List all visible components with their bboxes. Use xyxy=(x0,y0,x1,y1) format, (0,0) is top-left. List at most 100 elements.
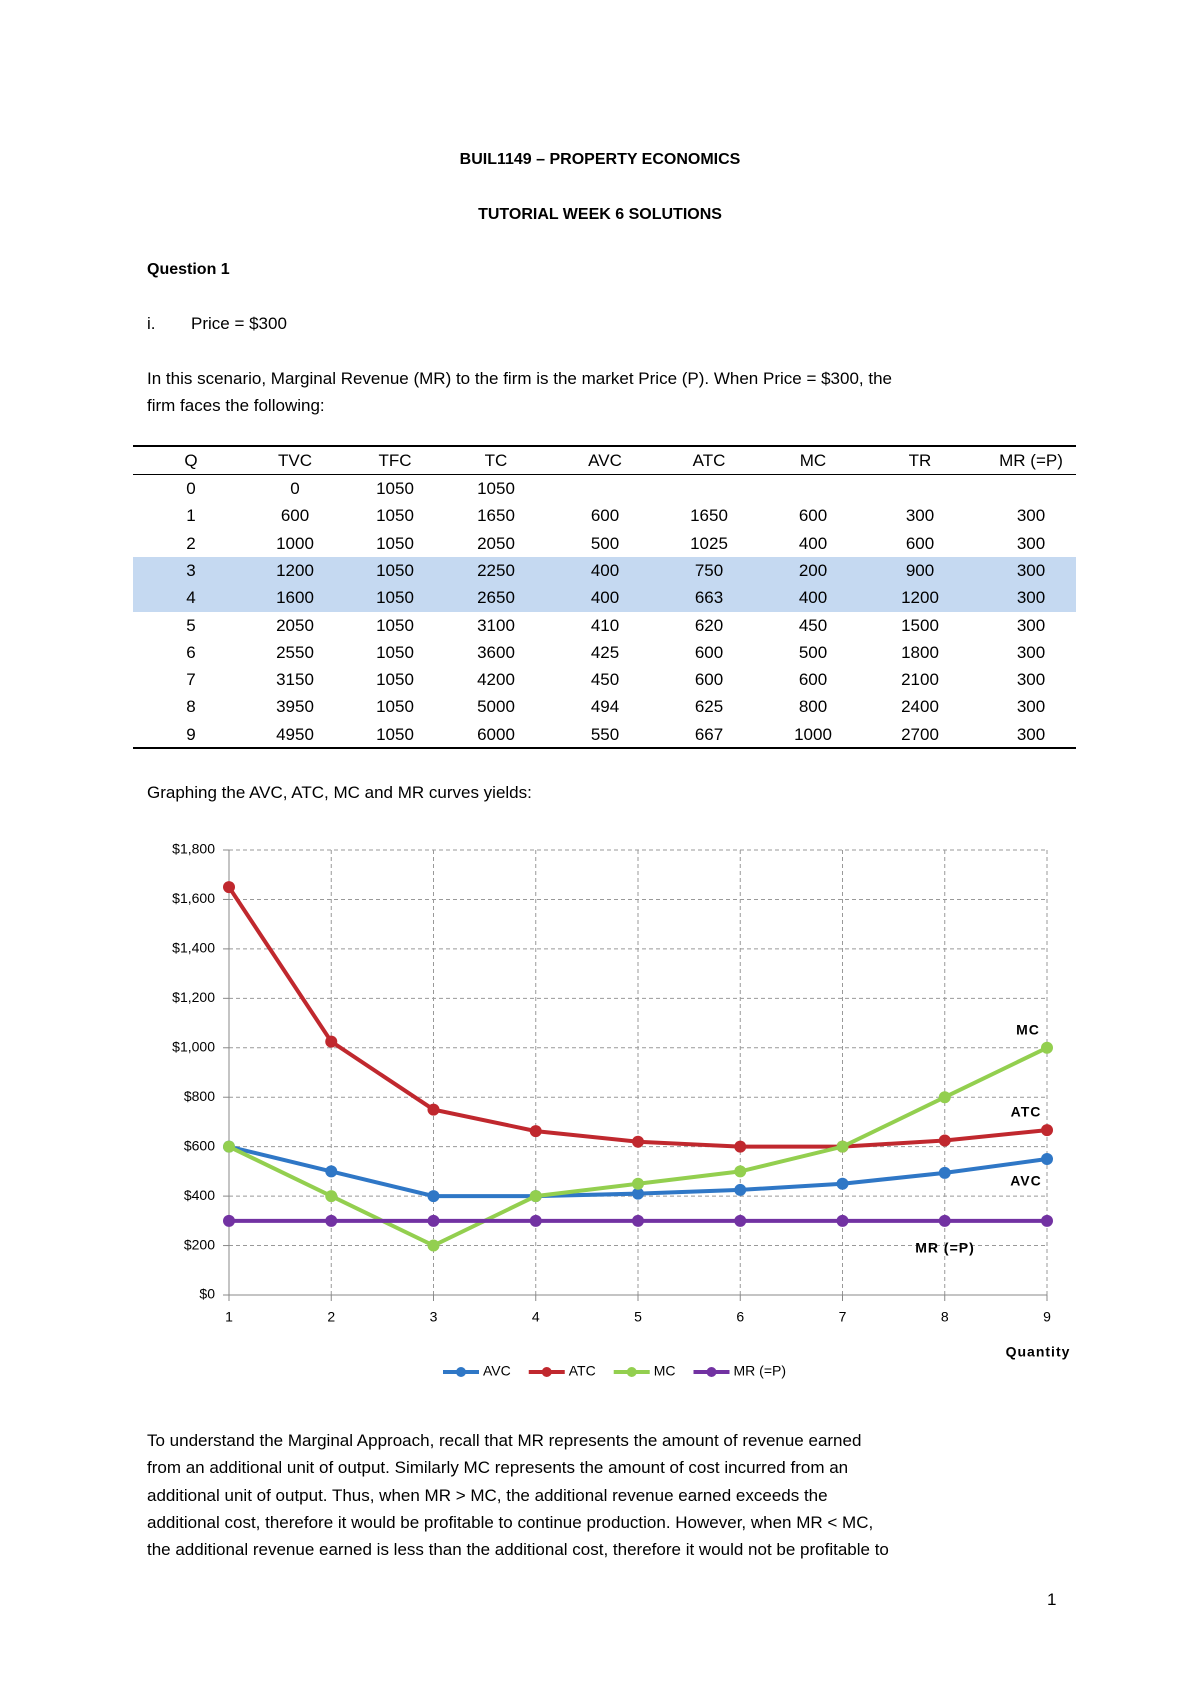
data-point xyxy=(427,1103,440,1116)
table-cell: 2700 xyxy=(901,724,939,744)
table-cell: 2050 xyxy=(276,615,314,635)
data-point xyxy=(529,1190,542,1203)
table-cell: 600 xyxy=(590,506,620,526)
x-tick-label: 6 xyxy=(736,1309,744,1325)
series-line xyxy=(228,1045,1048,1248)
body-line: additional unit of output. Thus, when MR… xyxy=(147,1485,828,1505)
x-tick-label: 4 xyxy=(532,1309,540,1325)
table-cell: 1050 xyxy=(376,615,414,635)
y-tick-label: $0 xyxy=(199,1286,215,1302)
table-cell: 8 xyxy=(186,697,196,717)
body-line: To understand the Marginal Approach, rec… xyxy=(147,1431,862,1450)
table-cell: 620 xyxy=(694,615,724,635)
data-point xyxy=(734,1140,747,1153)
item-text: Price = $300 xyxy=(191,314,287,333)
table-cell: 7 xyxy=(186,670,196,690)
table-cell: 410 xyxy=(590,615,620,635)
table-cell: 5000 xyxy=(477,697,515,717)
table-cell: 1650 xyxy=(477,506,515,526)
x-axis-label: Quantity xyxy=(1006,1344,1071,1360)
data-point xyxy=(632,1135,644,1148)
data-point xyxy=(427,1239,440,1252)
data-point xyxy=(427,1214,440,1227)
table-cell: 600 xyxy=(694,642,724,662)
table-cell: 300 xyxy=(1016,506,1046,526)
data-point xyxy=(529,1125,542,1138)
table-cell: 667 xyxy=(694,724,724,744)
data-point xyxy=(836,1140,849,1153)
legend-marker xyxy=(706,1367,717,1377)
data-point xyxy=(325,1190,338,1203)
graph-intro: Graphing the AVC, ATC, MC and MR curves … xyxy=(147,783,532,802)
legend-marker xyxy=(456,1367,466,1377)
data-point xyxy=(325,1165,338,1178)
table-cell: 0 xyxy=(186,479,196,498)
table-cell: 600 xyxy=(798,670,828,690)
y-tick-label: $1,800 xyxy=(172,841,215,857)
table-cell: 1050 xyxy=(376,588,414,608)
table-cell: 550 xyxy=(590,724,620,744)
table-cell: 1500 xyxy=(901,615,939,635)
data-point xyxy=(734,1165,747,1178)
data-point xyxy=(529,1190,542,1203)
table-cell: 400 xyxy=(798,588,828,608)
legend-label: MC xyxy=(654,1363,676,1379)
x-tick-label: 3 xyxy=(430,1309,438,1325)
legend-label: ATC xyxy=(569,1363,596,1379)
table-cell: 625 xyxy=(694,697,724,717)
data-point xyxy=(223,1140,235,1153)
data-point xyxy=(223,881,235,894)
table-cell: 6 xyxy=(186,642,196,662)
x-tick-label: 7 xyxy=(839,1309,847,1325)
data-point xyxy=(938,1134,951,1147)
table-cell: 600 xyxy=(280,506,310,526)
table-cell: 500 xyxy=(590,533,620,553)
table-cell: 1050 xyxy=(376,533,414,553)
table-cell: 663 xyxy=(694,588,724,608)
y-tick-label: $800 xyxy=(184,1088,215,1104)
data-point xyxy=(1041,1041,1053,1054)
data-point xyxy=(529,1214,542,1227)
series-line xyxy=(227,885,1048,1149)
table-cell: 2100 xyxy=(901,670,939,690)
table-cell: 1200 xyxy=(901,588,939,608)
table-header-cell: TC xyxy=(484,451,508,470)
table-cell: 1050 xyxy=(376,724,414,744)
series-line xyxy=(228,1144,1048,1199)
data-point xyxy=(836,1214,849,1227)
x-tick-label: 2 xyxy=(327,1309,335,1325)
table-cell: 1025 xyxy=(690,533,728,553)
data-point xyxy=(632,1187,644,1200)
data-point xyxy=(836,1140,849,1153)
intro-line: In this scenario, Marginal Revenue (MR) … xyxy=(147,369,892,388)
table-cell: 3150 xyxy=(276,670,314,690)
table-cell: 300 xyxy=(1016,670,1046,690)
table-cell: 3600 xyxy=(477,642,515,662)
question-heading: Question 1 xyxy=(147,261,230,278)
table-header-cell: AVC xyxy=(588,451,622,470)
annotation: ATC xyxy=(1011,1104,1042,1120)
data-point xyxy=(1041,1214,1053,1227)
table-cell: 4 xyxy=(186,588,196,608)
table-cell: 425 xyxy=(590,642,620,662)
table-cell: 2550 xyxy=(276,642,314,662)
legend-label: AVC xyxy=(483,1363,511,1379)
table-cell: 500 xyxy=(798,642,828,662)
data-point xyxy=(734,1183,747,1196)
course-title: BUIL1149 – PROPERTY ECONOMICS xyxy=(459,151,741,168)
table-cell: 2650 xyxy=(477,588,515,608)
doc-title: TUTORIAL WEEK 6 SOLUTIONS xyxy=(478,206,722,223)
y-tick-label: $600 xyxy=(184,1137,215,1153)
intro-line: firm faces the following: xyxy=(147,396,325,415)
data-point xyxy=(325,1035,338,1048)
table-cell: 2250 xyxy=(477,560,515,580)
table-header-cell: ATC xyxy=(692,451,726,470)
table-cell: 1050 xyxy=(376,697,414,717)
table-cell: 300 xyxy=(1016,588,1046,608)
table-cell: 5 xyxy=(186,615,196,635)
table-rule xyxy=(133,474,1076,475)
annotation: AVC xyxy=(1010,1173,1042,1189)
y-tick-label: $400 xyxy=(184,1187,215,1203)
table-cell: 3 xyxy=(186,560,196,580)
